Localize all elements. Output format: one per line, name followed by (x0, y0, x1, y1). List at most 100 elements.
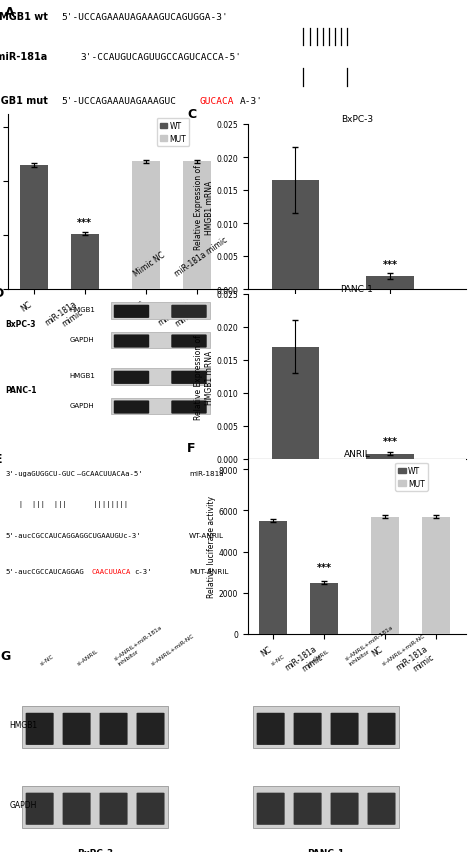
Text: ***: *** (77, 218, 92, 227)
Bar (71, 234, 99, 290)
Text: ***: *** (383, 260, 398, 270)
Text: miR-181a: miR-181a (189, 470, 224, 476)
Bar (366, 454, 414, 459)
FancyBboxPatch shape (330, 792, 358, 825)
FancyBboxPatch shape (256, 713, 285, 745)
Text: HMGB1: HMGB1 (69, 307, 95, 313)
Text: C: C (187, 108, 196, 121)
Text: si-ANRIL+miR-181a
inhibitor: si-ANRIL+miR-181a inhibitor (114, 625, 167, 666)
Title: BxPC-3: BxPC-3 (341, 115, 373, 124)
FancyBboxPatch shape (26, 792, 54, 825)
FancyBboxPatch shape (330, 713, 358, 745)
Legend: WT, MUT: WT, MUT (156, 118, 190, 147)
FancyBboxPatch shape (63, 713, 91, 745)
Text: 5'-UCCAGAAAUAGAAAGUC: 5'-UCCAGAAAUAGAAAGUC (62, 96, 177, 106)
FancyBboxPatch shape (63, 792, 91, 825)
Text: si-ANRIL: si-ANRIL (308, 648, 330, 666)
Text: WT-ANRIL: WT-ANRIL (189, 532, 224, 538)
FancyBboxPatch shape (293, 792, 321, 825)
FancyBboxPatch shape (256, 792, 285, 825)
Text: Has-miR-181a: Has-miR-181a (0, 53, 47, 62)
FancyBboxPatch shape (137, 792, 164, 825)
Bar (22, 706, 168, 748)
Y-axis label: Relative Expression of
HMGB1 mRNA: Relative Expression of HMGB1 mRNA (194, 165, 214, 250)
Bar (422, 517, 449, 634)
Text: si-ANRIL+miR-181a
inhibitor: si-ANRIL+miR-181a inhibitor (345, 625, 398, 666)
Text: 3'-CCAUGUCAGUUGCCAGUCACCA-5': 3'-CCAUGUCAGUUGCCAGUCACCA-5' (81, 53, 242, 62)
FancyBboxPatch shape (137, 713, 164, 745)
Text: 5'-aucCGCCAUCAGGAG: 5'-aucCGCCAUCAGGAG (5, 568, 84, 574)
Bar (272, 181, 319, 290)
Text: GUCACA: GUCACA (199, 96, 234, 106)
Text: A: A (5, 6, 14, 19)
Bar (132, 162, 160, 290)
Y-axis label: Relative luciferase activity: Relative luciferase activity (207, 496, 216, 598)
Bar (111, 303, 210, 320)
Bar (253, 786, 399, 827)
Text: HMGB1 mut: HMGB1 mut (0, 96, 47, 106)
Text: MUT-ANRIL: MUT-ANRIL (189, 568, 228, 574)
Text: GAPDH: GAPDH (9, 801, 37, 809)
Title: ANRIL: ANRIL (344, 450, 370, 458)
FancyBboxPatch shape (293, 713, 321, 745)
Text: si-NC: si-NC (271, 653, 286, 666)
Text: si-ANRIL+miR-NC: si-ANRIL+miR-NC (382, 632, 427, 666)
Text: F: F (187, 442, 195, 455)
Text: E: E (0, 452, 2, 465)
Text: Mimic NC: Mimic NC (131, 250, 166, 278)
Text: c-3': c-3' (134, 568, 152, 574)
Text: CAACUUACA: CAACUUACA (91, 568, 130, 574)
Text: HMGB1 wt: HMGB1 wt (0, 12, 47, 22)
Text: ***: *** (317, 562, 331, 573)
Bar (371, 517, 399, 634)
Text: PANC-1: PANC-1 (308, 849, 345, 852)
Text: —GCAACUUACAa-5': —GCAACUUACAa-5' (77, 470, 143, 476)
Text: BxPC-3: BxPC-3 (5, 320, 36, 329)
Text: si-ANRIL+miR-NC: si-ANRIL+miR-NC (151, 632, 195, 666)
Text: GAPDH: GAPDH (69, 337, 94, 343)
Text: si-ANRIL: si-ANRIL (77, 648, 100, 666)
Bar (310, 583, 338, 634)
Legend: WT, MUT: WT, MUT (395, 463, 428, 491)
Text: 5'-UCCAGAAAUAGAAAGUCAGUGGA-3': 5'-UCCAGAAAUAGAAAGUCAGUGGA-3' (62, 13, 228, 21)
Bar (366, 277, 414, 290)
FancyBboxPatch shape (114, 401, 149, 414)
FancyBboxPatch shape (367, 792, 395, 825)
Text: si-NC: si-NC (40, 653, 55, 666)
FancyBboxPatch shape (171, 371, 207, 384)
FancyBboxPatch shape (100, 713, 128, 745)
Bar (253, 706, 399, 748)
Bar (111, 332, 210, 349)
Title: PANC-1: PANC-1 (340, 285, 374, 294)
FancyBboxPatch shape (114, 305, 149, 319)
Text: HMGB1: HMGB1 (9, 720, 38, 728)
Text: G: G (0, 649, 10, 662)
Text: 5'-aucCGCCAUCAGGAGGCUGAAUGUc-3': 5'-aucCGCCAUCAGGAGGCUGAAUGUc-3' (5, 532, 141, 538)
Text: ***: *** (383, 436, 398, 446)
Text: HMGB1: HMGB1 (69, 372, 95, 378)
Text: miR-181a mimic: miR-181a mimic (173, 235, 229, 278)
Bar (22, 786, 168, 827)
FancyBboxPatch shape (171, 335, 207, 348)
Text: A-3': A-3' (240, 96, 264, 106)
Y-axis label: Relative Expression of
HMGB1 mRNA: Relative Expression of HMGB1 mRNA (194, 335, 214, 419)
Bar (19, 166, 48, 290)
Text: BxPC-3: BxPC-3 (77, 849, 113, 852)
Bar (111, 399, 210, 415)
FancyBboxPatch shape (26, 713, 54, 745)
FancyBboxPatch shape (171, 401, 207, 414)
Bar (111, 369, 210, 385)
Text: |  |||  |||      ||||||||: | ||| ||| |||||||| (9, 501, 128, 508)
Text: GAPDH: GAPDH (69, 402, 94, 408)
Text: PANC-1: PANC-1 (5, 386, 36, 394)
Bar (272, 348, 319, 459)
FancyBboxPatch shape (114, 371, 149, 384)
FancyBboxPatch shape (171, 305, 207, 319)
FancyBboxPatch shape (367, 713, 395, 745)
Text: 3'-ugaGUGGCU-GUC: 3'-ugaGUGGCU-GUC (5, 470, 75, 476)
FancyBboxPatch shape (114, 335, 149, 348)
Text: D: D (0, 286, 4, 299)
FancyBboxPatch shape (100, 792, 128, 825)
Bar (259, 521, 287, 634)
Bar (183, 162, 211, 290)
